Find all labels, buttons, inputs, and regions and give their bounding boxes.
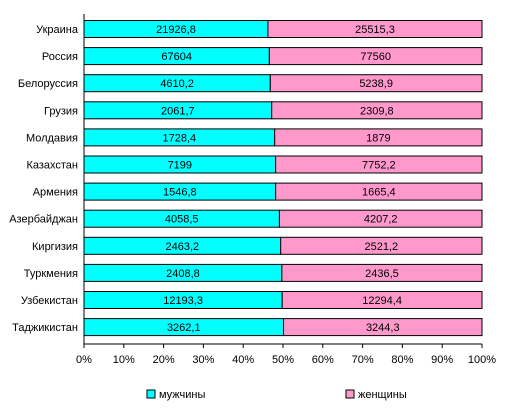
bar-value-label: 5238,9 [359, 78, 393, 90]
bar-value-label: 4207,2 [364, 214, 398, 226]
bar-value-label: 4058,5 [165, 214, 199, 226]
category-label: Туркмения [24, 268, 78, 280]
bar-segment [267, 20, 483, 38]
x-tick-label: 20% [153, 354, 175, 366]
x-tick-label: 70% [352, 354, 374, 366]
bar-value-label: 25515,3 [355, 24, 395, 36]
x-tick-label: 80% [391, 354, 413, 366]
bar-value-label: 7199 [168, 160, 192, 172]
bar-segment [271, 101, 483, 120]
bar-value-label: 3244,3 [366, 322, 400, 334]
bar-value-label: 2408,8 [166, 268, 200, 280]
bar-segment [281, 291, 483, 309]
bar-value-label: 1546,8 [163, 187, 197, 199]
bar-value-label: 12193,3 [163, 295, 203, 307]
bar-value-label: 1879 [366, 132, 390, 144]
bar-value-label: 12294,4 [362, 295, 402, 307]
x-tick-label: 100% [468, 354, 496, 366]
x-tick-label: 90% [431, 354, 453, 366]
bar-value-label: 2061,7 [161, 105, 195, 117]
x-tick-label: 30% [192, 354, 214, 366]
category-label: Азербайджан [9, 214, 78, 226]
x-tick-label: 40% [232, 354, 254, 366]
bar-segment [280, 236, 483, 255]
legend-swatch [146, 389, 156, 399]
bar-value-label: 2436,5 [365, 268, 399, 280]
legend-label: мужчины [159, 389, 205, 401]
category-label: Узбекистан [21, 295, 78, 307]
bar-segment [275, 155, 483, 174]
bar-segment [275, 182, 483, 201]
bar-value-label: 7752,2 [362, 160, 396, 172]
bar-value-label: 21926,8 [156, 24, 196, 36]
category-label: Грузия [44, 105, 78, 117]
bar-value-label: 67604 [161, 51, 192, 63]
bar-value-label: 1665,4 [362, 187, 396, 199]
category-label: Таджикистан [12, 322, 78, 334]
bar-segment [278, 209, 483, 228]
x-tick-label: 0% [76, 354, 92, 366]
bar-value-label: 4610,2 [160, 78, 194, 90]
bar-value-label: 2309,8 [360, 105, 394, 117]
legend-label: женщины [358, 389, 407, 401]
bar-value-label: 1728,4 [163, 132, 197, 144]
legend-swatch [345, 389, 355, 399]
category-label: Армения [33, 187, 78, 199]
category-label: Киргизия [32, 241, 78, 253]
category-label: Украина [36, 24, 79, 36]
bar-segment [274, 128, 483, 147]
category-label: Белоруссия [18, 78, 78, 90]
bar-segment [269, 74, 483, 93]
bar-segment [268, 47, 483, 66]
bar-segment [281, 263, 483, 282]
x-tick-label: 50% [272, 354, 294, 366]
x-tick-label: 10% [113, 354, 135, 366]
bar-segment [283, 318, 483, 337]
bar-value-label: 2521,2 [365, 241, 399, 253]
bar-value-label: 3262,1 [167, 322, 201, 334]
category-label: Россия [42, 51, 78, 63]
category-label: Казахстан [26, 160, 78, 172]
category-label: Молдавия [26, 132, 78, 144]
x-tick-label: 60% [312, 354, 334, 366]
bar-value-label: 77560 [360, 51, 391, 63]
bar-value-label: 2463,2 [166, 241, 200, 253]
